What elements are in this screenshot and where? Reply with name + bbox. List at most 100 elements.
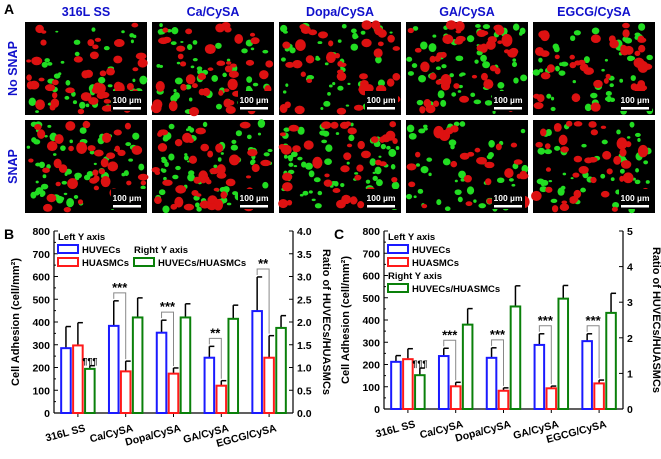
legend-swatch-huasmcs — [387, 257, 409, 267]
significance-mark: ¶¶¶ — [82, 357, 97, 367]
endothelial-cell — [337, 85, 344, 91]
smooth-muscle-cell — [200, 175, 210, 183]
smooth-muscle-cell — [31, 56, 43, 66]
smooth-muscle-cell — [247, 148, 258, 157]
scale-bar — [494, 205, 522, 208]
endothelial-cell — [386, 145, 391, 150]
scale-bar-bg — [238, 91, 271, 111]
endothelial-cell — [158, 189, 166, 196]
scale-bar-label: 100 µm — [621, 193, 650, 203]
endothelial-cell — [354, 172, 359, 175]
endothelial-cell — [73, 194, 79, 199]
smooth-muscle-cell — [191, 189, 199, 196]
smooth-muscle-cell — [421, 204, 428, 209]
endothelial-cell — [306, 75, 315, 80]
endothelial-cell — [297, 126, 305, 135]
endothelial-cell — [130, 39, 134, 44]
endothelial-cell — [473, 199, 477, 203]
smooth-muscle-cell — [573, 189, 582, 199]
smooth-muscle-cell — [471, 74, 478, 79]
y-tick-label: 400 — [362, 315, 380, 327]
endothelial-cell — [544, 148, 552, 155]
endothelial-cell — [107, 84, 113, 88]
endothelial-cell — [408, 132, 417, 140]
y-tick-label: 300 — [32, 340, 50, 352]
smooth-muscle-cell — [357, 140, 365, 150]
smooth-muscle-cell — [183, 203, 195, 211]
endothelial-cell — [365, 179, 371, 184]
endothelial-cell — [159, 64, 164, 68]
legend-left-title: Left Y axis — [58, 232, 105, 243]
smooth-muscle-cell — [35, 24, 44, 34]
smooth-muscle-cell — [453, 83, 460, 89]
smooth-muscle-cell — [200, 143, 210, 152]
endothelial-cell — [293, 164, 298, 168]
endothelial-cell — [187, 173, 195, 182]
endothelial-cell — [605, 91, 612, 97]
smooth-muscle-cell — [93, 149, 104, 157]
endothelial-cell — [555, 65, 560, 72]
legend-swatch-huvecs — [387, 244, 409, 254]
endothelial-cell — [297, 156, 303, 161]
y2-axis-label: Ratio of HUVECs/HUASMCs — [320, 249, 332, 395]
endothelial-cell — [325, 144, 333, 152]
legend-swatch-ratio — [133, 257, 155, 267]
smooth-muscle-cell — [574, 60, 582, 66]
endothelial-cell — [267, 148, 273, 153]
significance-mark: ** — [258, 256, 269, 271]
y-tick-label: 200 — [32, 363, 50, 375]
endothelial-cell — [132, 34, 137, 39]
endothelial-cell — [416, 99, 424, 106]
y2-tick-label: 0.0 — [297, 408, 312, 420]
smooth-muscle-cell — [622, 29, 630, 38]
smooth-muscle-cell — [445, 20, 457, 30]
endothelial-cell — [459, 121, 466, 127]
endothelial-cell — [444, 206, 451, 211]
smooth-muscle-cell — [341, 194, 352, 205]
smooth-muscle-cell — [371, 20, 381, 30]
endothelial-cell — [172, 174, 179, 180]
significance-bracket — [161, 311, 174, 366]
endothelial-cell — [74, 172, 82, 179]
smooth-muscle-cell — [323, 179, 333, 187]
micrograph: 100 µm — [151, 119, 274, 214]
smooth-muscle-cell — [300, 25, 311, 35]
endothelial-cell — [38, 161, 45, 169]
smooth-muscle-cell — [154, 196, 162, 204]
smooth-muscle-cell — [569, 198, 578, 204]
endothelial-cell — [79, 101, 86, 109]
smooth-muscle-cell — [429, 72, 437, 80]
smooth-muscle-cell — [463, 174, 472, 183]
endothelial-cell — [558, 70, 566, 76]
endothelial-cell — [451, 92, 457, 97]
smooth-muscle-cell — [204, 44, 216, 55]
endothelial-cell — [488, 139, 495, 148]
smooth-muscle-cell — [106, 152, 116, 160]
endothelial-cell — [518, 31, 523, 36]
legend-label: HUVECs — [82, 245, 121, 256]
significance-bracket — [113, 292, 127, 360]
smooth-muscle-cell — [392, 73, 401, 81]
endothelial-cell — [436, 199, 442, 206]
smooth-muscle-cell — [600, 125, 607, 129]
bar-huvecs — [60, 347, 72, 415]
endothelial-cell — [538, 57, 543, 63]
legend-label: HUASMCs — [82, 258, 129, 269]
bar-huasmcs — [167, 372, 180, 414]
smooth-muscle-cell — [356, 164, 364, 172]
smooth-muscle-cell — [26, 74, 32, 81]
smooth-muscle-cell — [590, 129, 599, 136]
smooth-muscle-cell — [216, 60, 226, 66]
endothelial-cell — [231, 139, 237, 144]
smooth-muscle-cell — [613, 155, 622, 165]
smooth-muscle-cell — [279, 103, 288, 114]
smooth-muscle-cell — [229, 154, 240, 166]
smooth-muscle-cell — [387, 34, 395, 43]
significance-mark: *** — [442, 327, 458, 342]
bar-huvecshuasmcs — [605, 311, 617, 411]
endothelial-cell — [412, 26, 419, 31]
smooth-muscle-cell — [334, 52, 341, 59]
endothelial-cell — [196, 206, 202, 212]
column-label: EGCG/CySA — [557, 5, 631, 19]
smooth-muscle-cell — [155, 81, 165, 92]
